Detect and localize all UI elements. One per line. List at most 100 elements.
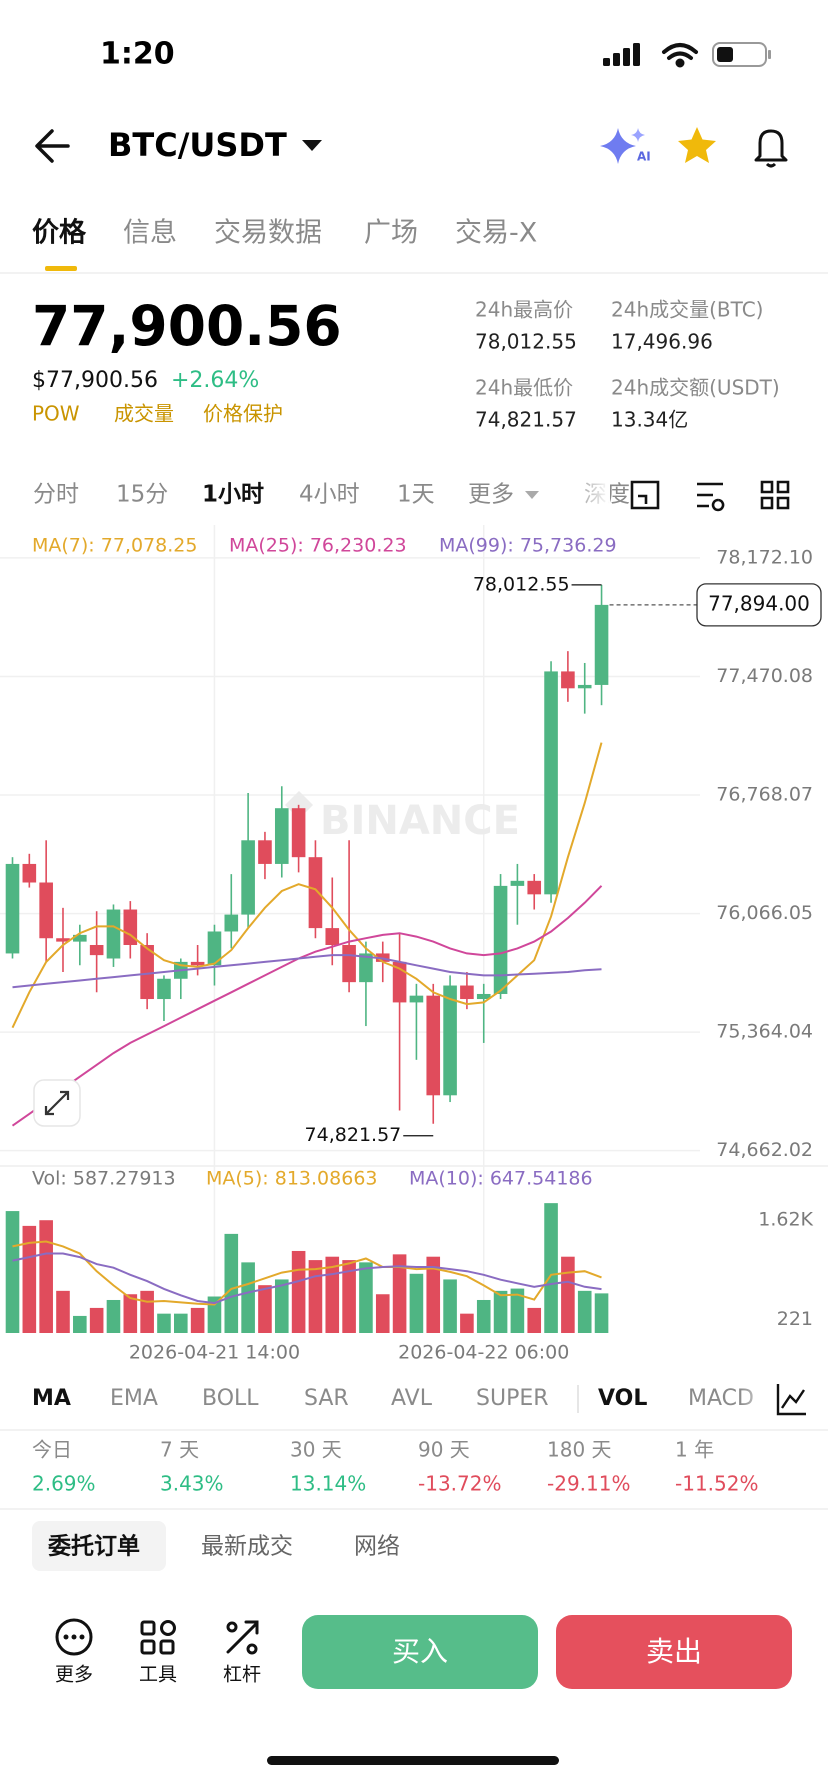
tab[interactable]: 交易数据 — [214, 218, 322, 249]
candle-body — [359, 953, 373, 983]
alert-bell[interactable] — [754, 129, 788, 168]
interval[interactable]: 1小时 — [202, 482, 264, 508]
stat-label: 24h最高价 — [475, 298, 573, 322]
leverage-icon-part[interactable] — [226, 1620, 259, 1654]
period-label: 180 天 — [547, 1438, 612, 1462]
indicator-tab[interactable]: AVL — [391, 1386, 433, 1411]
home-indicator — [267, 1756, 559, 1765]
volume-bar — [392, 1254, 407, 1333]
sell-label[interactable]: 卖出 — [646, 1635, 702, 1668]
x-tick-label: 2026-04-22 06:00 — [398, 1342, 569, 1364]
interval[interactable]: 1天 — [397, 482, 435, 508]
alert-bell-part[interactable] — [765, 162, 777, 168]
back-button[interactable] — [35, 129, 70, 163]
order-tab[interactable]: 网络 — [354, 1534, 400, 1560]
fullscreen-icon[interactable] — [630, 480, 660, 510]
expand-icon[interactable] — [44, 1090, 70, 1116]
leverage-icon-part[interactable] — [246, 1643, 258, 1655]
toolbar-label[interactable]: 杠杆 — [223, 1664, 261, 1686]
interval[interactable]: 15分 — [116, 482, 168, 508]
volume-bar — [476, 1299, 491, 1333]
tools-icon[interactable] — [140, 1620, 176, 1655]
toolbar-label[interactable]: 工具 — [139, 1664, 177, 1686]
tab[interactable]: 价格 — [32, 218, 87, 249]
favorite-star[interactable] — [678, 127, 716, 163]
ai-button-part[interactable] — [631, 128, 645, 142]
candle-body — [325, 928, 340, 945]
interval[interactable]: 更多 — [468, 482, 514, 508]
order-tab[interactable]: 委托订单 — [47, 1534, 140, 1560]
interval[interactable]: 4小时 — [299, 482, 360, 508]
indicator-tab[interactable]: EMA — [110, 1386, 158, 1411]
tools-icon-part[interactable] — [159, 1639, 175, 1655]
period-label: 90 天 — [418, 1438, 470, 1462]
back-button-part[interactable] — [35, 129, 70, 163]
volume-bar — [22, 1225, 37, 1333]
order-tab[interactable]: 最新成交 — [201, 1534, 293, 1560]
volume-bar — [106, 1299, 121, 1333]
pair-title[interactable]: BTC/USDT — [108, 126, 287, 164]
indicator-tab[interactable]: SAR — [304, 1386, 349, 1411]
ma-line — [12, 954, 602, 989]
more-icon-part[interactable] — [71, 1634, 77, 1640]
candle-body — [140, 944, 154, 1000]
leverage-icon-part[interactable] — [226, 1621, 238, 1633]
more-icon-part[interactable] — [55, 1618, 93, 1656]
tools-icon-part[interactable] — [160, 1620, 176, 1636]
volume-bar — [577, 1290, 592, 1333]
candle-body — [510, 880, 525, 886]
indicator-tab[interactable]: SUPER — [476, 1386, 549, 1411]
battery-icon-part — [717, 47, 733, 62]
volume-bar — [527, 1307, 542, 1333]
ma-line — [11, 742, 603, 1029]
stat-value: 13.34亿 — [611, 408, 688, 432]
volume-bar — [140, 1290, 154, 1333]
leverage-icon[interactable] — [226, 1620, 259, 1655]
sell-button[interactable] — [556, 1615, 792, 1689]
settings-icon[interactable] — [697, 482, 725, 512]
candle-body — [157, 978, 171, 1000]
indicator-tab[interactable]: BOLL — [202, 1386, 259, 1411]
alert-bell-part[interactable] — [754, 129, 788, 162]
more-icon-part[interactable] — [79, 1634, 85, 1640]
wifi-icon — [662, 43, 698, 68]
layout-icon[interactable] — [760, 480, 790, 510]
tab[interactable]: 广场 — [364, 218, 418, 249]
volume-bar — [123, 1294, 138, 1333]
volume-bar — [308, 1260, 323, 1333]
y-tick-label: 1.62K — [758, 1209, 813, 1231]
indicator-tab[interactable]: MA — [32, 1386, 71, 1411]
tools-icon-part[interactable] — [140, 1620, 156, 1636]
price-tag: POW — [32, 402, 80, 426]
buy-label[interactable]: 买入 — [392, 1635, 448, 1668]
fade-overlay — [570, 470, 610, 520]
toolbar-label[interactable]: 更多 — [55, 1664, 93, 1686]
candle-body — [22, 863, 37, 883]
pair-dropdown[interactable] — [302, 140, 322, 151]
more-icon[interactable] — [55, 1618, 93, 1656]
y-tick-label: 78,172.10 — [716, 546, 813, 568]
signal-icon-part — [603, 58, 610, 66]
more-icon-part[interactable] — [63, 1634, 69, 1640]
ai-button[interactable]: AI — [600, 128, 651, 164]
chart-settings-icon[interactable] — [776, 1384, 806, 1416]
interval[interactable]: 分时 — [33, 482, 79, 508]
buy-button[interactable] — [302, 1615, 538, 1689]
last-price-box — [696, 583, 822, 627]
signal-icon-part — [623, 48, 630, 66]
ai-button-part[interactable] — [600, 128, 636, 164]
volume-bar — [5, 1211, 20, 1333]
tab[interactable]: 交易-X — [455, 218, 537, 249]
candle-body — [224, 914, 239, 932]
candle-body — [56, 938, 70, 942]
stat-value: 74,821.57 — [475, 408, 577, 432]
y-tick-label: 76,066.05 — [716, 902, 813, 924]
tab[interactable]: 信息 — [123, 218, 177, 249]
volume-bar — [443, 1279, 457, 1333]
tools-icon-part[interactable] — [140, 1639, 156, 1655]
candle-body — [392, 961, 407, 1003]
indicator-tab[interactable]: VOL — [598, 1386, 647, 1411]
candle-body — [527, 880, 542, 895]
volume-bar — [409, 1273, 424, 1333]
